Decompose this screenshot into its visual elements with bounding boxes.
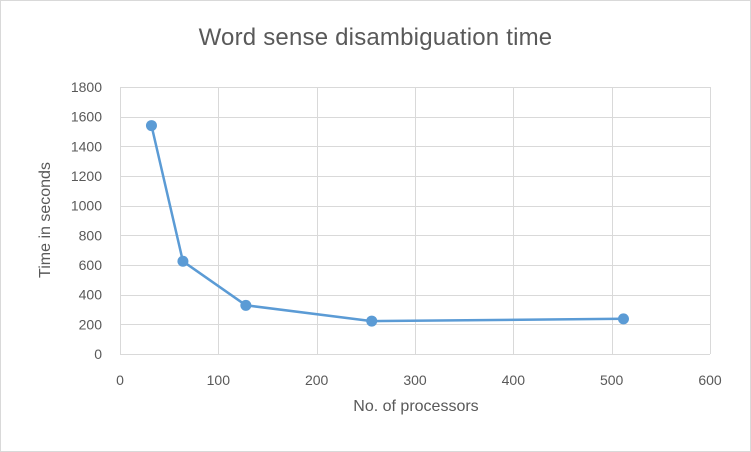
x-tick-label: 500 [600, 372, 624, 388]
x-tick-label: 0 [116, 372, 124, 388]
series-layer [145, 120, 629, 327]
y-tick-label: 1200 [71, 168, 102, 184]
y-tick-label: 1000 [71, 198, 102, 214]
x-tick-label: 300 [403, 372, 427, 388]
data-point [177, 255, 189, 267]
x-tick-label: 100 [207, 372, 231, 388]
y-tick-label: 400 [79, 287, 103, 303]
y-tick-label: 1600 [71, 109, 102, 125]
chart-title: Word sense disambiguation time [198, 24, 553, 51]
gridlines [120, 87, 711, 355]
x-tick-label: 200 [305, 372, 329, 388]
data-point [366, 315, 378, 327]
data-point [617, 313, 629, 325]
x-tick-label: 400 [502, 372, 526, 388]
y-tick-label: 800 [79, 227, 103, 243]
y-tick-label: 1800 [71, 79, 102, 95]
y-tick-label: 0 [94, 346, 102, 362]
series-line [150, 124, 625, 323]
y-axis-title: Time in seconds [37, 162, 54, 278]
y-tick-label: 200 [79, 316, 103, 332]
y-tick-label: 1400 [71, 138, 102, 154]
data-point [240, 299, 252, 311]
x-axis-title: No. of processors [353, 398, 479, 415]
data-point [145, 120, 157, 132]
y-tick-label: 600 [79, 257, 103, 273]
tick-labels: 0 200 400 600 800 1000 1200 1400 1600 1800 0 100 200… [71, 79, 722, 388]
x-tick-label: 600 [698, 372, 722, 388]
